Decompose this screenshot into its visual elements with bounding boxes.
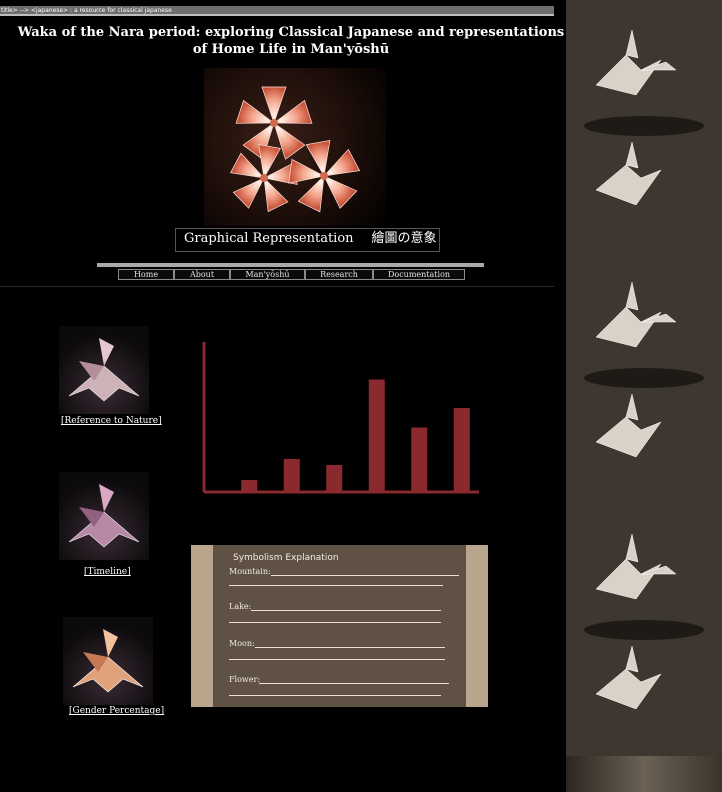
page-title-line-2: of Home Life in Man'yōshū (192, 42, 390, 57)
nav-documentation[interactable]: Documentation (373, 269, 465, 280)
page-heading-jp: 繪圖の意象 (371, 231, 437, 246)
symbol-label-flower: Flower: (229, 675, 261, 684)
page-heading: Graphical Representation 繪圖の意象 (175, 228, 440, 252)
flower-illustration (230, 86, 361, 213)
nav-research[interactable]: Research (305, 269, 373, 280)
crane-tile (566, 252, 722, 504)
crane-thumbnail-nature[interactable] (59, 326, 149, 414)
bar-chart (202, 342, 479, 494)
symbolism-title: Symbolism Explanation (233, 553, 339, 563)
origami-crane-icon (68, 338, 140, 402)
reference-to-nature-link[interactable]: [Reference to Nature] (61, 416, 162, 426)
flower-entry-line-2 (229, 695, 441, 696)
page-title: Waka of the Nara period: exploring Class… (0, 24, 582, 58)
bar-2 (283, 459, 300, 492)
bar-5 (411, 427, 428, 492)
bar-4 (368, 379, 385, 492)
symbolism-explanation-panel: Symbolism Explanation Mountain: Lake: Mo… (191, 545, 488, 707)
crane-thumbnail-gender[interactable] (63, 617, 153, 705)
timeline-link[interactable]: [Timeline] (84, 567, 131, 577)
mountain-entry-line-2 (229, 585, 443, 586)
kusudama-flower-image (204, 68, 386, 226)
moon-entry-line-2 (229, 659, 445, 660)
crane-tile (566, 0, 722, 252)
nav-bar: Home About Man'yōshū Research Documentat… (118, 269, 465, 280)
symbol-label-mountain: Mountain: (229, 567, 271, 576)
crane-background-strip (566, 0, 722, 792)
page-heading-en: Graphical Representation (184, 231, 354, 246)
symbol-label-lake: Lake: (229, 602, 252, 611)
binding-right-edge (466, 545, 488, 707)
gender-percentage-link[interactable]: [Gender Percentage] (69, 706, 165, 716)
symbol-label-moon: Moon: (229, 639, 255, 648)
origami-crane-icon (68, 484, 140, 548)
bar-3 (326, 465, 343, 492)
main-navigation: Home About Man'yōshū Research Documentat… (97, 263, 484, 281)
bar-6 (453, 408, 470, 492)
nav-about[interactable]: About (174, 269, 230, 280)
mountain-entry-line (271, 575, 459, 576)
flower-entry-line (259, 683, 449, 684)
window-title-bar: title> --> <japanese> : a resource for c… (0, 6, 554, 16)
page-title-line-1: Waka of the Nara period: exploring Class… (17, 25, 565, 40)
binding-left-edge (191, 545, 213, 707)
lake-entry-line (251, 610, 441, 611)
section-divider (0, 286, 554, 287)
crane-tile (566, 504, 722, 756)
nav-divider-bar (97, 263, 484, 267)
crane-thumbnail-timeline[interactable] (59, 472, 149, 560)
window-title-text: title> --> <japanese> : a resource for c… (1, 7, 172, 14)
moon-entry-line (255, 647, 445, 648)
lake-entry-line-2 (229, 622, 441, 623)
nav-home[interactable]: Home (118, 269, 174, 280)
origami-crane-icon (72, 629, 144, 693)
bar-1 (241, 480, 258, 492)
nav-manyoshu[interactable]: Man'yōshū (230, 269, 305, 280)
